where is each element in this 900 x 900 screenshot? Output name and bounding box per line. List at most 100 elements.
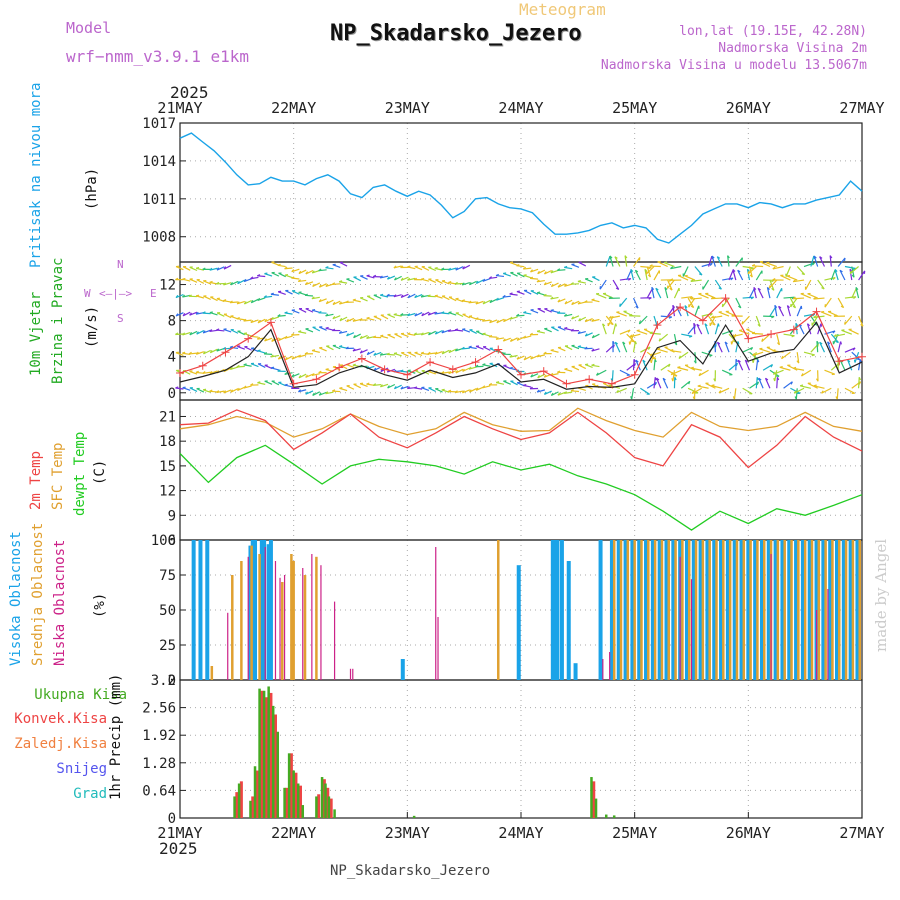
wind-vector-head [530, 356, 534, 360]
wind-vector [781, 351, 791, 360]
wind-vector [182, 294, 191, 298]
wind-vector [209, 281, 218, 285]
wind-vector [482, 333, 491, 337]
wind-vector [772, 265, 784, 270]
wind-vector [434, 351, 443, 355]
wind-vector-head [237, 387, 240, 391]
wind-vector-head [345, 346, 349, 350]
wind-vector-head [834, 269, 838, 273]
wind-vector-head [482, 318, 486, 322]
wind-vector [656, 348, 668, 353]
wind-vector [629, 333, 641, 338]
wind-vector-head [434, 311, 438, 315]
wind-vector-head [359, 350, 363, 354]
mid-cloud-bar [315, 556, 318, 680]
wind-vector-head [829, 255, 833, 259]
wind-vector-head [647, 346, 651, 350]
low-cloud-bar [352, 668, 354, 680]
mid-cloud-bar [667, 540, 671, 680]
wind-vector [711, 297, 723, 300]
wind-vector [819, 256, 826, 267]
wind-vector [721, 369, 733, 376]
wind-vector [523, 274, 532, 279]
wind-vector [298, 373, 307, 379]
wind-vector-head [284, 311, 288, 314]
mid-cloud-bar [790, 540, 793, 680]
wind-vector-head [770, 364, 774, 368]
wind-vector [195, 295, 205, 299]
x-tick-label-top: 23MAY [385, 99, 430, 117]
wind-vector-head [771, 287, 775, 291]
wind-vector-head [182, 332, 186, 336]
wind-vector [783, 296, 795, 299]
wind-vector [701, 312, 713, 317]
wind-vector [475, 318, 484, 321]
high-cloud-bar [773, 540, 778, 680]
wind-vector-head [550, 348, 554, 351]
wind-vector [182, 266, 191, 271]
wind-vector [319, 326, 327, 331]
low-cloud-bar [679, 556, 681, 680]
wind-vector-head [345, 300, 349, 303]
high-cloud-bar [732, 540, 737, 680]
wind-vector [503, 337, 511, 342]
wind-vector-head [690, 279, 694, 282]
wind-vector [243, 278, 252, 283]
wind-vector-head [670, 266, 674, 270]
wind-vector [223, 328, 232, 333]
wind-vector-head [711, 255, 715, 259]
wind-vector [189, 330, 198, 336]
wind-vector [476, 330, 484, 336]
wind-vector [757, 288, 764, 299]
wind-vector-head [730, 330, 734, 334]
wind-vector-head [571, 301, 574, 305]
wind-vector-head [649, 353, 653, 357]
high-cloud-bar [828, 540, 833, 680]
wind-vector [755, 359, 759, 371]
low-cloud-bar [311, 554, 313, 680]
wind-vector [733, 388, 737, 400]
wind-vector [626, 333, 636, 343]
wind-vector-head [331, 282, 336, 285]
wind-vector-head [781, 355, 784, 360]
wind-vector [684, 364, 696, 371]
total-rain-bar [327, 796, 331, 818]
wind-vector-head [475, 387, 479, 391]
wind-vector-head [189, 332, 193, 336]
wind-vector-head [636, 329, 640, 332]
wind-vector-head [346, 318, 349, 323]
wind-vector-head [509, 292, 513, 295]
wind-vector-head [543, 351, 547, 355]
wind-vector [801, 369, 812, 377]
wind-vector [849, 266, 859, 275]
wind-vector [642, 359, 648, 371]
wind-vector-head [325, 283, 329, 287]
wind-vector [285, 290, 293, 295]
wind-vector [428, 387, 437, 393]
high-cloud-bar [712, 540, 717, 680]
wind-vector [434, 295, 443, 299]
total-rain-bar [301, 805, 305, 818]
wind-vector-head [305, 391, 308, 395]
wind-vector-head [407, 313, 411, 317]
wind-vector [298, 291, 307, 296]
wind-vector-head [516, 337, 520, 341]
wind-vector-head [332, 316, 336, 320]
wind-vector-head [668, 363, 671, 368]
x-tick-label-top: 21MAY [157, 99, 202, 117]
wind-vector-head [428, 331, 431, 336]
wind-vector [482, 364, 491, 367]
wind-vector-head [482, 278, 486, 282]
wind-vector [516, 382, 525, 387]
wind-vector [722, 277, 734, 281]
wind-vector-head [557, 284, 561, 288]
y-tick-label: 1.28 [142, 756, 176, 772]
wind-vector [557, 298, 566, 303]
wind-vector [407, 277, 416, 281]
wind-vector [503, 380, 512, 385]
wind-vector-head [304, 293, 309, 296]
mid-cloud-bar [258, 554, 261, 680]
wind-vector [742, 265, 754, 269]
wind-vector [697, 385, 709, 389]
wind-vector-head [564, 265, 568, 268]
